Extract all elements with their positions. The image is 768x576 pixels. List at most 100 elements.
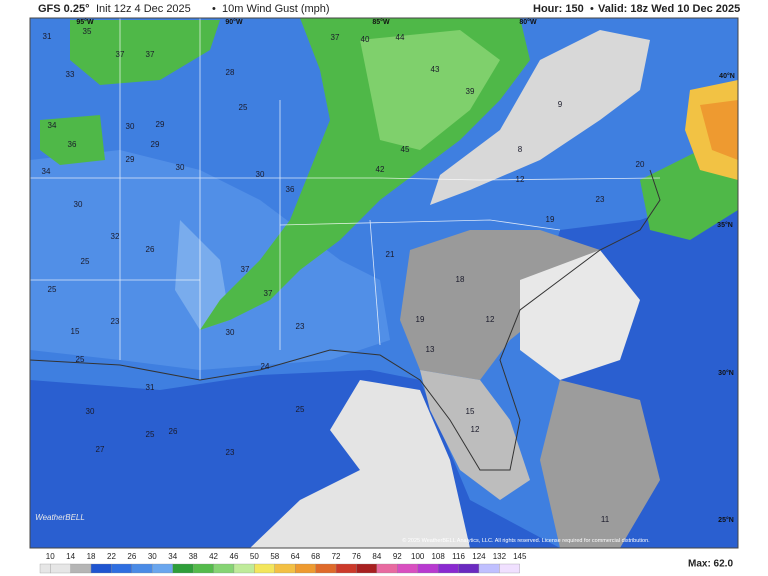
colorbar-segment — [335, 563, 357, 574]
wind-gust-value: 30 — [126, 122, 135, 131]
wind-gust-value: 30 — [226, 328, 235, 337]
colorbar-segment — [437, 563, 459, 574]
wind-gust-value: 30 — [74, 200, 83, 209]
atlantic-gray — [540, 380, 660, 548]
wind-gust-value: 32 — [111, 232, 120, 241]
colorbar-tick-label: 26 — [127, 552, 136, 561]
colorbar-segment — [499, 563, 520, 574]
green-light-region — [360, 30, 500, 150]
wind-gust-value: 34 — [48, 121, 57, 130]
colorbar-segment — [131, 563, 153, 574]
wind-gust-value: 8 — [518, 145, 523, 154]
wind-gust-value: 31 — [146, 383, 155, 392]
wind-gust-value: 45 — [401, 145, 410, 154]
graticule-labels: 95°W 90°W 85°W 80°W 40°N 35°N 30°N 25°N — [76, 18, 734, 524]
product: 10m Wind Gust (mph) — [222, 3, 330, 15]
wind-gust-value: 9 — [558, 100, 563, 109]
colorbar-segment — [397, 563, 418, 574]
border-line — [369, 219, 381, 346]
wind-gust-value: 35 — [83, 27, 92, 36]
light-blue-band — [175, 220, 230, 330]
wind-gust-value: 44 — [396, 33, 405, 42]
max-value: Max: 62.0 — [688, 559, 733, 570]
colorbar-tick-label: 132 — [493, 552, 507, 561]
green-w — [40, 115, 105, 165]
model: GFS 0.25° — [38, 3, 89, 15]
colorbar: 10 14 18 22 26 30 34 38 42 46 50 58 64 68 72 76 84 92 100 1… — [39, 552, 527, 574]
colorbar-tick-label: 14 — [66, 552, 75, 561]
colorbar-tick-label: 18 — [87, 552, 96, 561]
colorbar-tick-label: 64 — [291, 552, 300, 561]
wind-gust-value: 36 — [286, 185, 295, 194]
wind-gust-value: 20 — [636, 160, 645, 169]
hour: Hour: 150 — [533, 3, 584, 15]
wind-gust-value: 30 — [86, 407, 95, 416]
colorbar-segment — [315, 563, 337, 574]
colorbar-segment — [111, 563, 133, 574]
colorbar-segment — [274, 563, 296, 574]
separator: • — [212, 3, 216, 15]
florida-calm — [420, 370, 530, 500]
colorbar-tick-label: 84 — [372, 552, 381, 561]
longitude-label: 80°W — [519, 18, 537, 26]
southeast-calm — [400, 230, 600, 380]
colorbar-segment — [458, 563, 480, 574]
colorbar-segment — [70, 563, 92, 574]
copyright: © 2025 WeatherBELL Analytics, LLC. All r… — [402, 537, 650, 544]
colorbar-tick-label: 50 — [250, 552, 259, 561]
colorbar-tick-label: 72 — [332, 552, 341, 561]
state-lines — [30, 18, 661, 380]
gulf-plume — [250, 380, 470, 548]
wind-gust-value: 12 — [471, 425, 480, 434]
colorbar-tick-label: 76 — [352, 552, 361, 561]
wind-gust-value: 34 — [42, 167, 51, 176]
colorbar-segment — [90, 563, 112, 574]
wind-gust-value: 29 — [126, 155, 135, 164]
wind-gust-value: 27 — [96, 445, 105, 454]
coastline — [30, 169, 661, 471]
mountain-gusts — [430, 30, 650, 205]
wind-gust-value: 26 — [146, 245, 155, 254]
offshore-orange — [700, 100, 738, 160]
wind-gust-value: 25 — [76, 355, 85, 364]
wind-gust-value: 25 — [146, 430, 155, 439]
wind-gust-value: 43 — [431, 65, 440, 74]
wind-gust-value: 23 — [596, 195, 605, 204]
wind-gust-value: 30 — [256, 170, 265, 179]
colorbar-segment — [478, 563, 500, 574]
colorbar-segment — [376, 563, 398, 574]
wind-gust-value: 23 — [111, 317, 120, 326]
header: GFS 0.25° Init 12z 4 Dec 2025 • 10m Wind Gu… — [38, 3, 740, 15]
longitude-label: 95°W — [76, 18, 94, 26]
separator: • — [590, 3, 594, 15]
wind-gust-value: 28 — [226, 68, 235, 77]
latitude-label: 40°N — [719, 72, 735, 80]
wind-gust-value: 19 — [416, 315, 425, 324]
colorbar-tick-label: 38 — [189, 552, 198, 561]
map-field — [30, 18, 738, 548]
wind-gust-value: 25 — [296, 405, 305, 414]
colorbar-segment — [417, 563, 439, 574]
wind-gust-value: 21 — [386, 250, 395, 259]
wind-gust-value: 37 — [331, 33, 340, 42]
latitude-label: 30°N — [718, 369, 734, 377]
colorbar-segment — [50, 563, 71, 574]
wind-gust-value: 19 — [546, 215, 555, 224]
atlantic-plume — [520, 250, 640, 380]
colorbar-tick-label: 46 — [230, 552, 239, 561]
colorbar-tick-label: 100 — [411, 552, 425, 561]
wind-gust-value: 13 — [426, 345, 435, 354]
green-nw — [70, 20, 220, 85]
wind-gust-value: 37 — [116, 50, 125, 59]
wind-gust-value: 15 — [466, 407, 475, 416]
longitude-label: 85°W — [372, 18, 390, 26]
wind-gust-value: 36 — [68, 140, 77, 149]
colorbar-tick-label: 145 — [513, 552, 527, 561]
wind-gust-value: 29 — [151, 140, 160, 149]
border-line — [30, 177, 661, 181]
wind-gust-value: 26 — [169, 427, 178, 436]
colorbar-tick-label: 30 — [148, 552, 157, 561]
valid: Valid: 18z Wed 10 Dec 2025 — [598, 3, 740, 15]
border-line — [279, 219, 561, 231]
colorbar-segment — [39, 563, 51, 574]
